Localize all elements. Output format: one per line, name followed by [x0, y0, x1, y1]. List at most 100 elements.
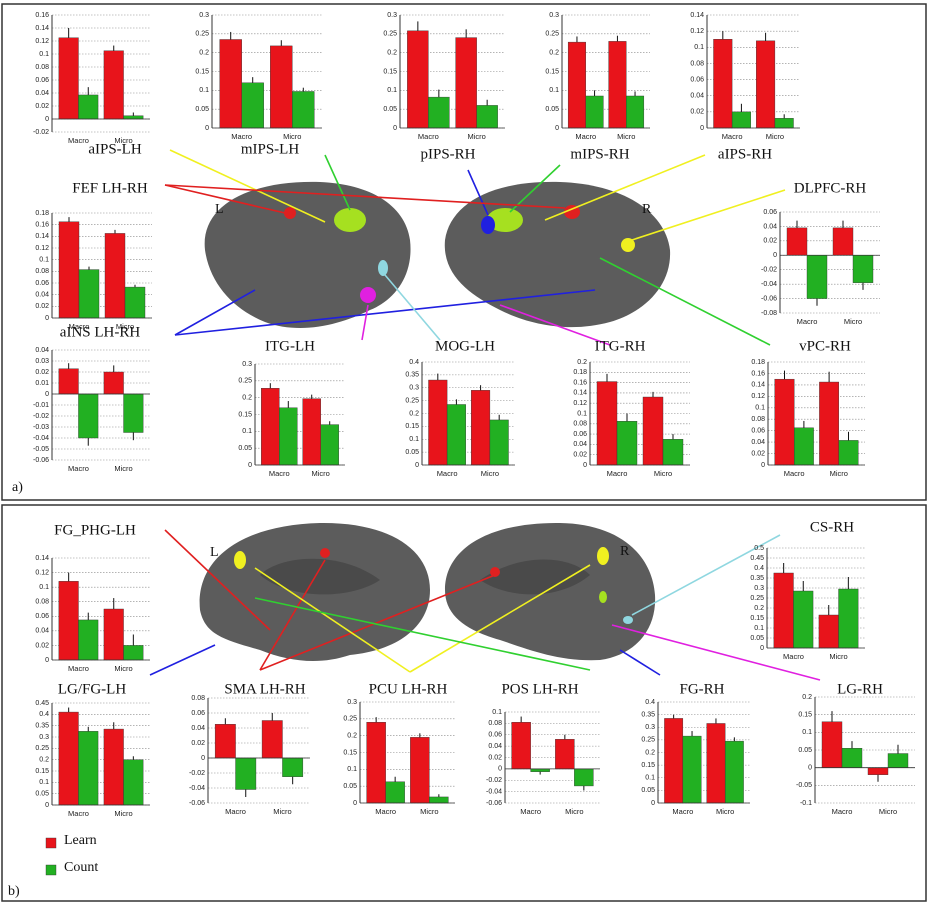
- y-tick-label: 0.08: [488, 720, 502, 727]
- bar: [490, 420, 509, 465]
- y-tick-label: 0.1: [577, 410, 587, 417]
- y-tick-label: 0.45: [750, 555, 764, 562]
- x-tick-label: Macro: [722, 132, 743, 141]
- y-tick-label: 0.16: [573, 379, 587, 386]
- chart-title: FG-RH: [679, 681, 724, 697]
- y-tick-label: 0.15: [750, 615, 764, 622]
- y-tick-label: 0.15: [798, 712, 812, 719]
- x-tick-label: Micro: [879, 807, 897, 816]
- bar: [262, 721, 282, 759]
- chart-title: aIPS-RH: [718, 146, 772, 162]
- y-tick-label: 0: [583, 462, 587, 469]
- bar: [714, 39, 733, 128]
- x-tick-label: Micro: [617, 132, 635, 141]
- blob: [599, 591, 607, 603]
- y-tick-label: 0.15: [343, 749, 357, 756]
- bar: [888, 754, 908, 768]
- bar: [447, 404, 466, 465]
- bar: [574, 769, 593, 786]
- bar: [793, 591, 813, 648]
- x-tick-label: Micro: [481, 469, 499, 478]
- y-tick-label: 0.06: [35, 613, 49, 620]
- y-tick-label: 0.5: [754, 545, 764, 552]
- y-tick-label: 0.05: [798, 747, 812, 754]
- y-tick-label: 0.4: [754, 565, 764, 572]
- y-tick-label: 0.25: [750, 595, 764, 602]
- chart-title: POS LH-RH: [501, 681, 578, 697]
- y-tick-label: 0.08: [35, 599, 49, 606]
- y-tick-label: 0.05: [641, 787, 655, 794]
- y-tick-label: 0.1: [694, 44, 704, 51]
- x-tick-label: Macro: [797, 317, 818, 326]
- y-tick-label: -0.01: [33, 402, 49, 409]
- y-tick-label: 0.05: [405, 449, 419, 456]
- chart-title: vPC-RH: [799, 338, 851, 354]
- y-tick-label: 0.05: [343, 783, 357, 790]
- blob: [334, 208, 366, 232]
- figure: a) b) L R L R -0.0200.020.040.060.080.10…: [0, 0, 930, 904]
- y-tick-label: 0.1: [492, 709, 502, 716]
- bar: [643, 397, 663, 465]
- x-tick-label: Micro: [114, 809, 132, 818]
- x-tick-label: Micro: [654, 469, 672, 478]
- x-tick-label: Micro: [312, 469, 330, 478]
- y-tick-label: -0.06: [761, 295, 777, 302]
- y-tick-label: 0: [45, 657, 49, 664]
- y-tick-label: 0.02: [763, 238, 777, 245]
- y-tick-label: 0.4: [645, 699, 655, 706]
- bar: [321, 425, 339, 465]
- y-tick-label: 0.3: [645, 724, 655, 731]
- bar: [512, 722, 531, 769]
- y-tick-label: 0.05: [35, 791, 49, 798]
- y-tick-label: -0.06: [33, 457, 49, 464]
- bar: [124, 394, 144, 433]
- bar: [104, 609, 124, 660]
- y-tick-label: 0.08: [35, 268, 49, 275]
- x-tick-label: Micro: [114, 664, 132, 673]
- y-tick-label: 0.2: [577, 359, 587, 366]
- hemisphere-label: L: [215, 202, 224, 217]
- y-tick-label: 0.08: [751, 416, 765, 423]
- legend-swatch: [46, 865, 56, 875]
- bar: [242, 83, 264, 128]
- y-tick-label: 0.06: [35, 77, 49, 84]
- bar: [79, 270, 99, 318]
- bar: [822, 722, 842, 768]
- y-tick-label: 0.2: [387, 50, 397, 57]
- bar: [105, 233, 125, 318]
- bar: [279, 408, 297, 465]
- x-tick-label: Macro: [231, 132, 252, 141]
- y-tick-label: 0: [808, 765, 812, 772]
- bar: [410, 737, 429, 803]
- bar: [617, 421, 637, 465]
- y-tick-label: 0.25: [383, 31, 397, 38]
- bar: [104, 729, 124, 805]
- y-tick-label: 0.12: [35, 38, 49, 45]
- chart-title: aINS LH-RH: [60, 324, 141, 340]
- y-tick-label: 0.1: [549, 87, 559, 94]
- bar: [367, 722, 386, 803]
- bar: [794, 428, 813, 465]
- y-tick-label: 0.04: [488, 743, 502, 750]
- y-tick-label: 0.25: [545, 31, 559, 38]
- y-tick-label: 0.35: [35, 723, 49, 730]
- y-tick-label: 0.3: [347, 699, 357, 706]
- y-tick-label: 0.16: [35, 12, 49, 19]
- bar: [819, 382, 838, 465]
- y-tick-label: 0.12: [35, 569, 49, 576]
- y-tick-label: 0.02: [690, 109, 704, 116]
- y-tick-label: 0.04: [35, 90, 49, 97]
- y-tick-label: 0.1: [387, 87, 397, 94]
- chart-title: SMA LH-RH: [224, 681, 305, 697]
- y-tick-label: 0: [760, 645, 764, 652]
- y-tick-label: 0.14: [35, 233, 49, 240]
- y-tick-label: 0.06: [763, 209, 777, 216]
- y-tick-label: 0.35: [405, 372, 419, 379]
- x-tick-label: Micro: [766, 132, 784, 141]
- y-tick-label: 0.05: [238, 445, 252, 452]
- y-tick-label: -0.08: [761, 310, 777, 317]
- bar: [555, 739, 574, 769]
- panel-label: a): [12, 480, 23, 495]
- y-tick-label: 0: [761, 462, 765, 469]
- y-tick-label: 0.1: [409, 436, 419, 443]
